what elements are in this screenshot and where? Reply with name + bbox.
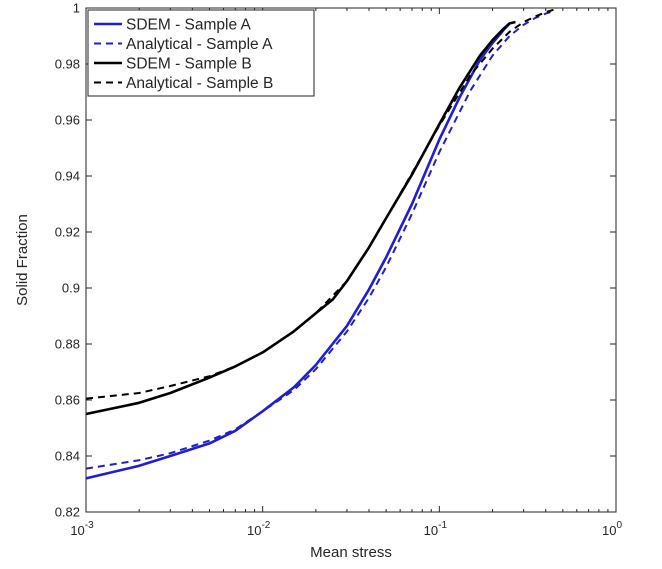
x-tick-exponent: -2 bbox=[261, 520, 270, 531]
y-tick-label: 0.98 bbox=[55, 57, 80, 72]
x-tick-exponent: -1 bbox=[438, 520, 447, 531]
legend-label-3: SDEM - Sample B bbox=[126, 56, 252, 73]
x-tick-base: 10 bbox=[70, 523, 84, 538]
y-tick-label: 0.82 bbox=[55, 505, 80, 520]
legend-label-1: SDEM - Sample A bbox=[126, 17, 252, 34]
series-layer bbox=[85, 8, 555, 480]
series-line-4 bbox=[85, 8, 555, 400]
x-tick-base: 10 bbox=[247, 523, 261, 538]
x-tick-exponent: -3 bbox=[85, 520, 94, 531]
x-tick-label: 10-2 bbox=[247, 520, 271, 538]
y-tick-label: 0.94 bbox=[55, 169, 80, 184]
y-tick-label: 0.88 bbox=[55, 337, 80, 352]
y-tick-label: 0.86 bbox=[55, 393, 80, 408]
y-tick-label: 0.9 bbox=[62, 281, 80, 296]
legend-label-4: Analytical - Sample B bbox=[126, 75, 273, 92]
y-tick-label: 0.92 bbox=[55, 225, 80, 240]
y-tick-label: 1 bbox=[73, 1, 80, 16]
legend-label-2: Analytical - Sample A bbox=[126, 36, 273, 53]
y-axis-ticks: 0.82 0.84 0.86 0.88 0.9 0.92 0.94 0.96 0.98 1 bbox=[55, 1, 616, 520]
series-line-1 bbox=[85, 22, 511, 480]
x-tick-exponent: 0 bbox=[616, 520, 622, 531]
plot-frame bbox=[85, 7, 617, 513]
y-axis-label: Solid Fraction bbox=[14, 214, 31, 306]
legend-box bbox=[87, 9, 315, 97]
series-line-2 bbox=[85, 9, 555, 470]
y-tick-label: 0.84 bbox=[55, 449, 80, 464]
x-axis-label: Mean stress bbox=[310, 544, 392, 561]
legend: SDEM - Sample A Analytical - Sample A SDEM… bbox=[87, 9, 315, 97]
x-tick-base: 10 bbox=[424, 523, 438, 538]
x-tick-label: 10-3 bbox=[70, 520, 94, 538]
x-tick-base: 10 bbox=[602, 523, 616, 538]
y-tick-label: 0.96 bbox=[55, 113, 80, 128]
x-tick-label: 10-1 bbox=[424, 520, 448, 538]
x-tick-label: 100 bbox=[602, 520, 622, 538]
